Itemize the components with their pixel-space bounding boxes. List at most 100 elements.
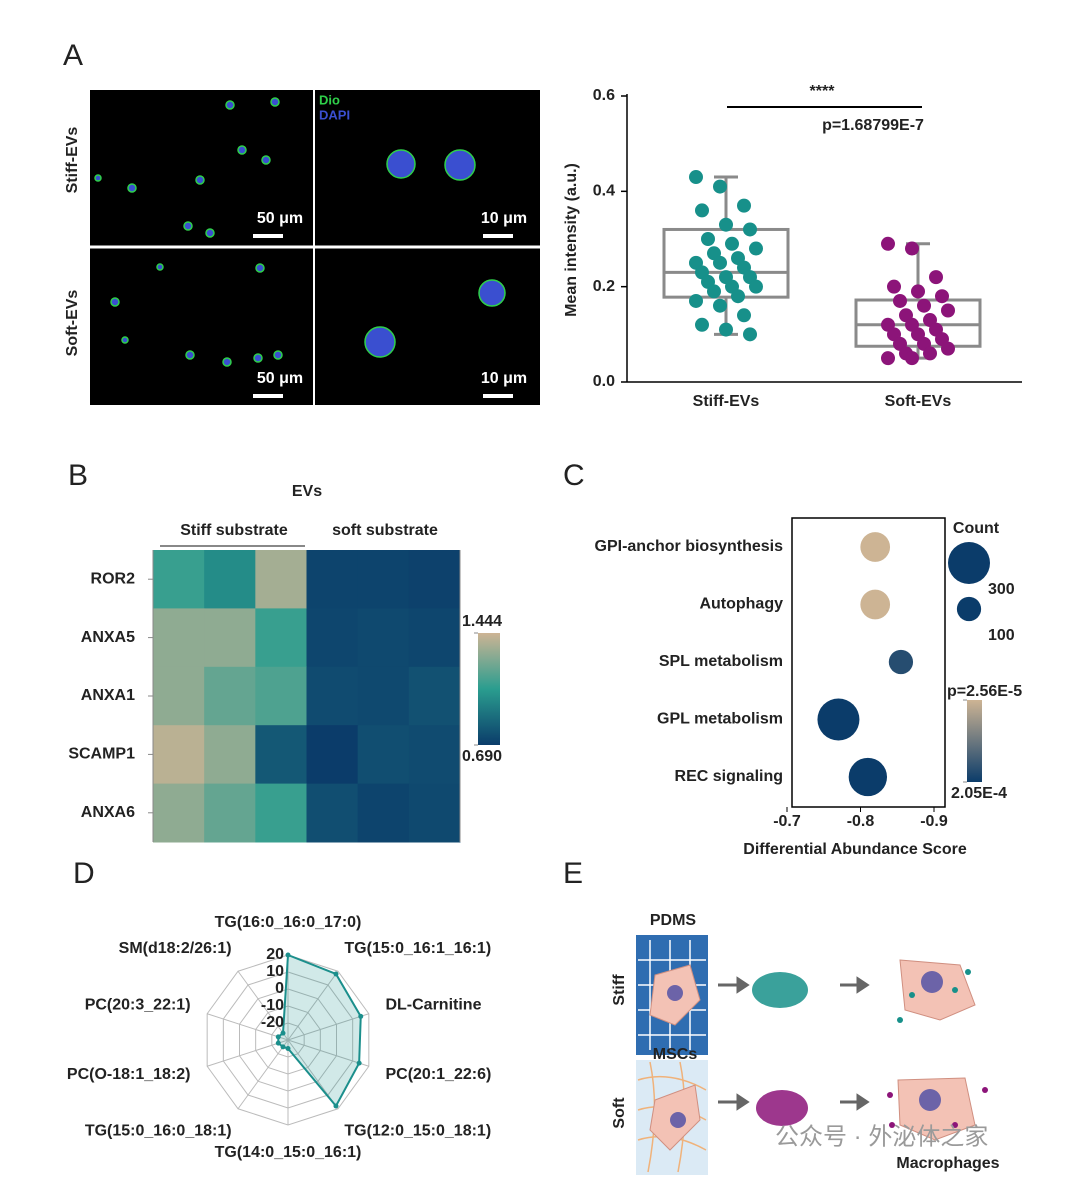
nucleus xyxy=(919,1089,941,1111)
row-label: ANXA6 xyxy=(81,804,135,821)
point xyxy=(893,293,907,308)
heat-cell xyxy=(408,666,461,726)
point xyxy=(905,241,919,256)
plot-frame xyxy=(791,517,946,808)
point xyxy=(749,241,763,256)
point xyxy=(941,303,955,318)
significance: **** xyxy=(810,83,836,100)
evs xyxy=(887,1087,988,1128)
x-axis-label: Differential Abundance Score xyxy=(743,841,967,858)
scale-label: 50 μm xyxy=(257,210,303,227)
heat-cell xyxy=(153,725,205,785)
heat-cell xyxy=(204,550,256,609)
nucleus xyxy=(670,1112,686,1128)
x-tick-label: Soft-EVs xyxy=(885,393,952,410)
micrographs: Stiff-EVs Soft-EVs Dio DAPI 50 μm 10 μm … xyxy=(64,90,540,405)
arrows xyxy=(718,976,870,1111)
column-group: soft substrate xyxy=(332,522,438,539)
evs xyxy=(897,969,971,1023)
panel-label: A xyxy=(63,39,83,72)
heat-cell xyxy=(357,550,410,609)
heat-cell xyxy=(153,666,205,726)
spoke xyxy=(287,1039,369,1067)
row-label: Soft-EVs xyxy=(64,290,81,357)
ring-label: -20 xyxy=(261,1014,284,1031)
y-tick-label: REC signaling xyxy=(675,768,783,785)
heat-cell xyxy=(204,608,256,668)
panel-label: C xyxy=(563,459,585,492)
point xyxy=(731,289,745,304)
spoke xyxy=(207,1039,289,1067)
heat-cell xyxy=(153,608,205,668)
row-label: Stiff xyxy=(611,974,628,1006)
heat-cell xyxy=(204,725,256,785)
p-value: p=1.68799E-7 xyxy=(822,117,924,134)
point xyxy=(689,293,703,308)
nucleus xyxy=(667,985,683,1001)
point xyxy=(917,298,931,313)
axis-label: TG(14:0_15:0_16:1) xyxy=(215,1144,362,1161)
y-tick-label: Autophagy xyxy=(699,596,783,613)
heat-cell xyxy=(357,783,410,843)
cells xyxy=(94,97,506,367)
axis-label: TG(15:0_16:0_18:1) xyxy=(85,1123,232,1140)
heat-cell xyxy=(306,608,359,668)
scale-label: 10 μm xyxy=(481,210,527,227)
axis-label: PC(O-18:1_18:2) xyxy=(67,1066,191,1083)
heat-cell xyxy=(357,666,410,726)
ring-label: 10 xyxy=(266,963,284,980)
axis-label: TG(15:0_16:1_16:1) xyxy=(344,940,491,957)
radar-point xyxy=(275,1034,281,1040)
axis-label: TG(12:0_15:0_18:1) xyxy=(344,1123,491,1140)
size-label: 100 xyxy=(988,627,1015,644)
column-group: Stiff substrate xyxy=(180,522,288,539)
point xyxy=(881,351,895,366)
y-tick-label: GPL metabolism xyxy=(657,711,783,728)
y-tick-label: GPI-anchor biosynthesis xyxy=(595,538,784,555)
heat-cell xyxy=(153,550,205,609)
point xyxy=(719,322,733,337)
colorbar xyxy=(478,633,500,745)
radar-point xyxy=(285,1046,291,1051)
scale-bars xyxy=(253,234,513,398)
diagram-label: Macrophages xyxy=(896,1155,999,1172)
heat-cell xyxy=(357,725,410,785)
spoke xyxy=(207,1013,289,1041)
radar-point xyxy=(333,1103,339,1109)
heat-cell xyxy=(408,725,461,785)
point xyxy=(695,317,709,332)
radar-point xyxy=(333,971,339,977)
radar-point xyxy=(358,1013,364,1019)
diagram-label: PDMS xyxy=(650,912,697,929)
row-label: ROR2 xyxy=(91,570,136,587)
point xyxy=(725,236,739,251)
size-key xyxy=(948,542,990,584)
spoke xyxy=(237,1039,289,1110)
legend-title: Count xyxy=(953,520,1000,537)
point xyxy=(737,198,751,213)
watermark: 公众号 · 外泌体之家 xyxy=(775,1123,988,1150)
axis-label: SM(d18:2/26:1) xyxy=(119,940,232,957)
panel-label: E xyxy=(563,857,583,890)
y-tick-label: 0.4 xyxy=(593,183,615,200)
heat-cell xyxy=(306,666,359,726)
heat-cell xyxy=(204,783,256,843)
heat-cell xyxy=(255,783,307,843)
point xyxy=(929,270,943,285)
panel-label: D xyxy=(73,857,95,890)
point xyxy=(923,346,937,361)
heat-cell xyxy=(306,783,359,843)
row-label: SCAMP1 xyxy=(68,746,135,763)
radar-point xyxy=(275,1040,281,1046)
axis-label: PC(20:1_22:6) xyxy=(385,1066,491,1083)
point xyxy=(695,203,709,218)
colorbar-label: 0.690 xyxy=(462,748,502,765)
point xyxy=(701,232,715,246)
y-tick-label: SPL metabolism xyxy=(659,653,783,670)
heat-cell xyxy=(255,550,307,609)
x-tick-label: -0.9 xyxy=(920,813,948,830)
point xyxy=(881,236,895,251)
bubble xyxy=(860,589,891,620)
size-label: 300 xyxy=(988,581,1015,598)
